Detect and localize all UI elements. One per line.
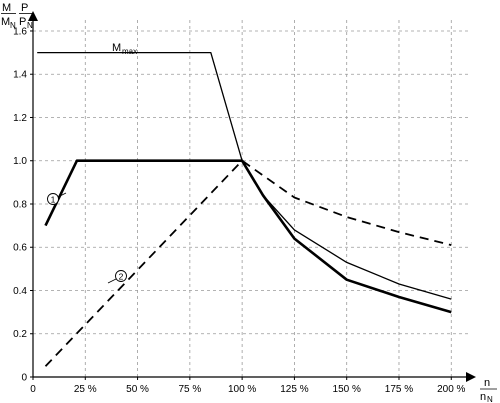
y-label-p-sub: N (27, 21, 33, 30)
x-label-bottom: n (480, 391, 486, 403)
grid (33, 18, 468, 377)
y-tick-labels: 0 0.2 0.4 0.6 0.8 1.0 1.2 1.4 1.6 (13, 26, 33, 384)
y-tick-label: 1.2 (13, 113, 27, 124)
axes (28, 11, 476, 382)
y-label-m-sub: N (10, 21, 16, 30)
x-axis-arrow (466, 372, 476, 382)
y-tick-label: 1.4 (13, 70, 27, 81)
x-tick-label: 25 % (74, 384, 97, 395)
x-tick-label: 50 % (126, 384, 149, 395)
x-tick-labels: 0 25 % 50 % 75 % 100 % 125 % 150 % 175 % 200 % (30, 377, 466, 395)
mmax-label: M (112, 42, 121, 54)
y-tick-label: 0.4 (13, 286, 27, 297)
series (37, 51, 452, 367)
y-tick-label: 0.6 (13, 243, 27, 254)
y-axis-arrow (28, 11, 38, 21)
curve-1-leader (57, 192, 67, 198)
y-tick-label: 1.6 (13, 26, 27, 37)
x-tick-label: 100 % (228, 384, 256, 395)
y-tick-label: 0.2 (13, 329, 27, 340)
series-annotations: M max 1 2 (47, 42, 137, 284)
x-tick-label: 150 % (333, 384, 361, 395)
y-label-m-bottom: M (1, 16, 10, 28)
series-0-line (37, 51, 452, 300)
y-label-m-top: M (2, 2, 11, 14)
y-label-p-top: P (21, 2, 28, 14)
y-axis-label: M M N P P N (1, 2, 33, 30)
y-label-p-bottom: P (19, 16, 26, 28)
y-tick-label: 1.0 (13, 156, 27, 167)
curve-2-leader (107, 278, 117, 284)
y-tick-label: 0 (21, 373, 27, 384)
curve-1-marker-number: 1 (51, 195, 56, 205)
x-tick-label: 125 % (280, 384, 308, 395)
x-tick-label: 0 (30, 384, 36, 395)
x-axis-label: n n N (480, 377, 497, 403)
curve-2-marker-number: 2 (119, 272, 124, 282)
x-label-top: n (484, 377, 490, 389)
curve-2-marker-circle (115, 270, 127, 282)
x-tick-label: 75 % (178, 384, 201, 395)
mmax-label-sub: max (122, 47, 137, 56)
x-tick-label: 175 % (385, 384, 413, 395)
x-label-sub: N (487, 395, 493, 403)
series-2-line (44, 159, 452, 367)
y-tick-label: 0.8 (13, 199, 27, 210)
series-1-line (44, 159, 452, 314)
x-tick-label: 200 % (437, 384, 465, 395)
curve-1-marker-circle (47, 193, 59, 205)
